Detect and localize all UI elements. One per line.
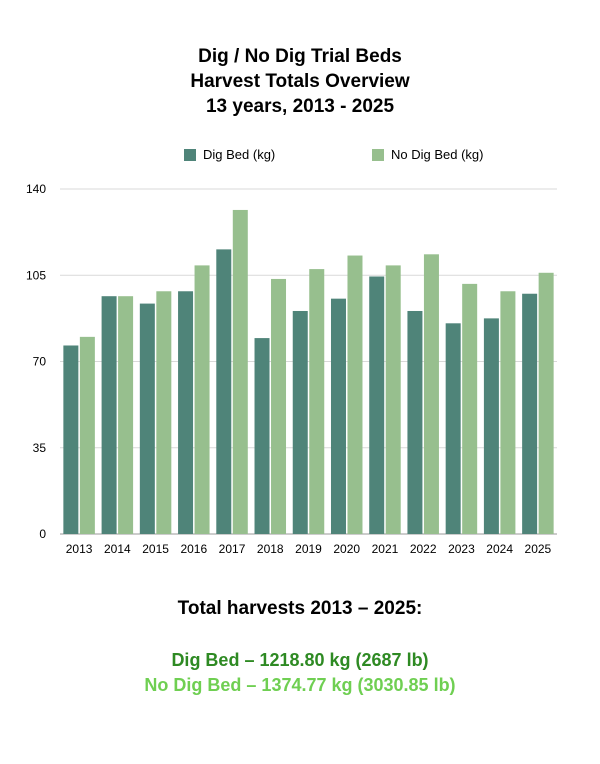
x-tick-label-2014: 2014 xyxy=(104,542,131,556)
y-tick-label-35: 35 xyxy=(33,441,47,455)
chart-title: Dig / No Dig Trial Beds Harvest Totals O… xyxy=(0,44,600,119)
bar-nodig-2020 xyxy=(347,255,363,534)
x-tick-label-2016: 2016 xyxy=(180,542,207,556)
summary-nodig-total: No Dig Bed – 1374.77 kg (3030.85 lb) xyxy=(144,675,456,695)
bar-dig-2024 xyxy=(483,318,499,534)
title-line-1: Dig / No Dig Trial Beds xyxy=(198,46,402,67)
x-tick-label-2015: 2015 xyxy=(142,542,169,556)
bar-dig-2021 xyxy=(369,276,385,534)
y-tick-label-105: 105 xyxy=(26,268,46,282)
bar-dig-2025 xyxy=(522,293,538,534)
x-tick-label-2018: 2018 xyxy=(257,542,284,556)
bar-dig-2014 xyxy=(101,296,117,534)
y-tick-label-70: 70 xyxy=(33,355,47,369)
summary-heading: Total harvests 2013 – 2025: xyxy=(177,598,423,619)
bar-nodig-2023 xyxy=(462,283,478,534)
x-tick-label-2013: 2013 xyxy=(66,542,93,556)
y-tick-label-140: 140 xyxy=(26,182,46,196)
legend-item-dig: Dig Bed (kg) xyxy=(184,147,275,162)
bar-nodig-2025 xyxy=(538,272,554,534)
bar-nodig-2018 xyxy=(271,278,287,534)
legend-swatch-dig xyxy=(184,148,196,161)
bar-dig-2019 xyxy=(292,310,308,534)
legend-label-nodig: No Dig Bed (kg) xyxy=(391,147,484,162)
x-tick-label-2020: 2020 xyxy=(333,542,360,556)
x-tick-label-2019: 2019 xyxy=(295,542,322,556)
bar-nodig-2016 xyxy=(194,265,210,534)
bar-chart: 0 35 70 105 140 2013 2014 2015 2016 2017 2018 2019 2… xyxy=(26,182,557,556)
x-tick-label-2023: 2023 xyxy=(448,542,475,556)
x-tick-label-2022: 2022 xyxy=(410,542,437,556)
legend-item-nodig: No Dig Bed (kg) xyxy=(372,147,483,162)
bar-dig-2015 xyxy=(139,303,155,534)
bar-dig-2022 xyxy=(407,310,423,534)
bar-nodig-2019 xyxy=(309,269,325,534)
bar-dig-2016 xyxy=(178,291,194,534)
bar-nodig-2015 xyxy=(156,291,172,534)
x-tick-label-2017: 2017 xyxy=(219,542,246,556)
legend: Dig Bed (kg) No Dig Bed (kg) xyxy=(0,147,600,167)
summary-dig-total: Dig Bed – 1218.80 kg (2687 lb) xyxy=(171,650,429,670)
x-tick-label-2024: 2024 xyxy=(486,542,513,556)
bar-dig-2023 xyxy=(445,323,461,534)
bar-nodig-2014 xyxy=(118,296,134,534)
x-tick-label-2021: 2021 xyxy=(372,542,399,556)
y-tick-label-0: 0 xyxy=(39,527,46,541)
bar-nodig-2021 xyxy=(385,265,401,534)
title-line-2: Harvest Totals Overview xyxy=(190,71,410,92)
bar-dig-2020 xyxy=(330,298,346,534)
legend-label-dig: Dig Bed (kg) xyxy=(203,147,276,162)
bar-dig-2013 xyxy=(63,345,79,534)
bar-nodig-2017 xyxy=(232,209,248,535)
x-tick-label-2025: 2025 xyxy=(525,542,552,556)
bar-nodig-2022 xyxy=(423,254,439,534)
bar-nodig-2024 xyxy=(500,291,516,534)
bar-nodig-2013 xyxy=(79,336,95,534)
bar-dig-2018 xyxy=(254,338,270,534)
legend-swatch-nodig xyxy=(372,148,384,161)
bar-dig-2017 xyxy=(216,249,232,534)
title-line-3: 13 years, 2013 - 2025 xyxy=(205,96,395,117)
